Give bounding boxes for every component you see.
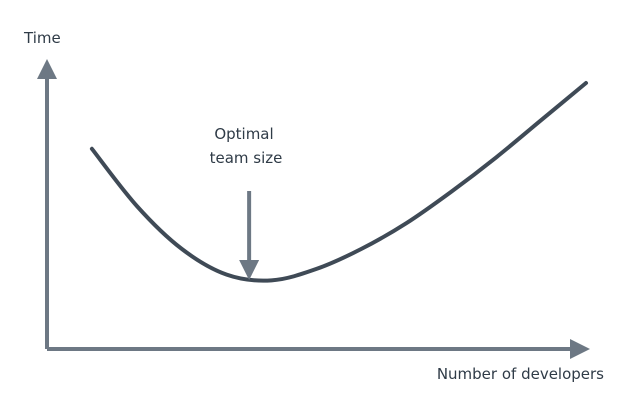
y-axis-label: Time (23, 29, 61, 47)
annotation-label-line-2: team size (210, 149, 283, 167)
x-axis-label: Number of developers (437, 365, 604, 383)
series-line (89, 81, 588, 283)
annotation-label-line-1: Optimal (214, 125, 273, 143)
